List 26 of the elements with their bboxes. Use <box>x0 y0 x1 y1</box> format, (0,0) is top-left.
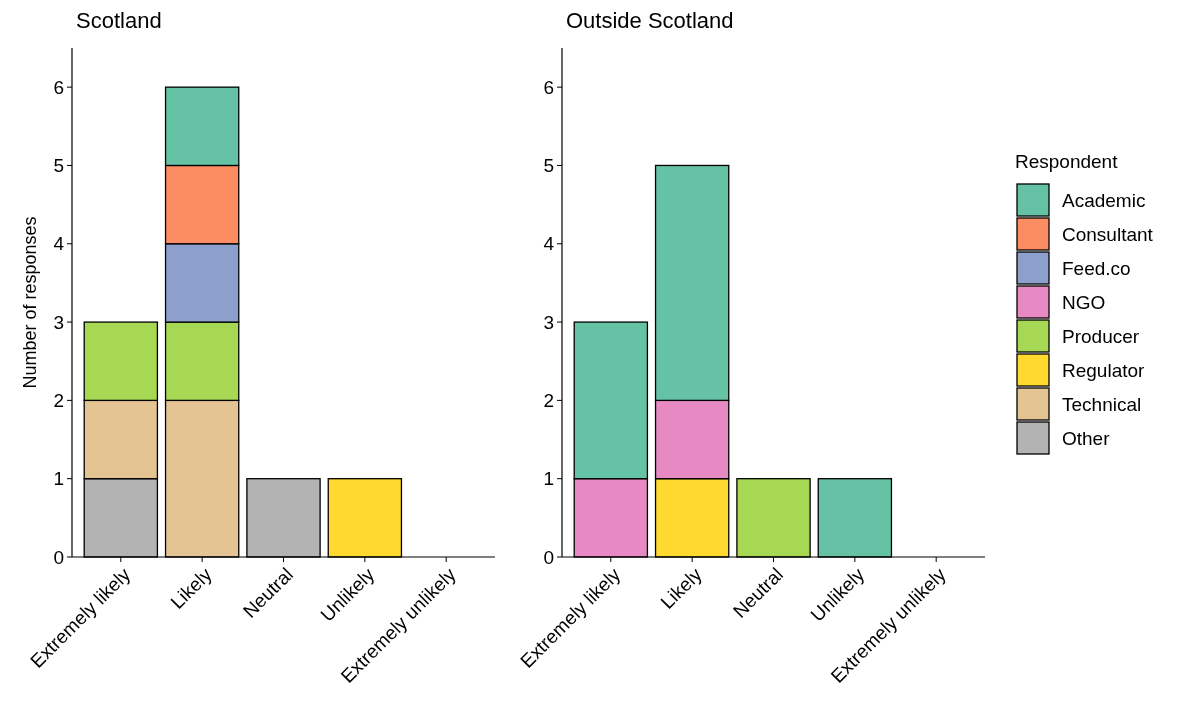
y-tick-label: 4 <box>543 233 555 255</box>
y-tick-label: 5 <box>543 155 554 177</box>
y-tick-label: 0 <box>53 546 64 568</box>
legend-label: NGO <box>1062 291 1106 313</box>
y-tick-label: 4 <box>53 233 65 255</box>
y-tick-label: 5 <box>53 155 64 177</box>
y-tick-label: 6 <box>53 76 64 98</box>
legend-title: Respondent <box>1015 151 1119 172</box>
chart-title: Outside Scotland <box>566 8 734 33</box>
y-axis-title: Number of responses <box>20 216 40 389</box>
chart-title: Scotland <box>76 8 162 33</box>
y-tick-label: 2 <box>53 390 64 412</box>
y-tick-label: 6 <box>543 76 554 98</box>
legend-label: Producer <box>1062 325 1140 347</box>
legend-label: Regulator <box>1062 359 1146 381</box>
y-tick-label: 3 <box>543 311 554 333</box>
y-tick-label: 1 <box>543 468 554 490</box>
legend-label: Technical <box>1062 393 1142 415</box>
legend-label: Consultant <box>1062 223 1154 245</box>
legend-label: Other <box>1062 427 1111 449</box>
y-tick-label: 0 <box>543 546 554 568</box>
legend-label: Feed.co <box>1062 257 1131 279</box>
y-tick-label: 3 <box>53 311 64 333</box>
legend-label: Academic <box>1062 189 1146 211</box>
y-tick-label: 2 <box>543 390 554 412</box>
y-tick-label: 1 <box>53 468 64 490</box>
